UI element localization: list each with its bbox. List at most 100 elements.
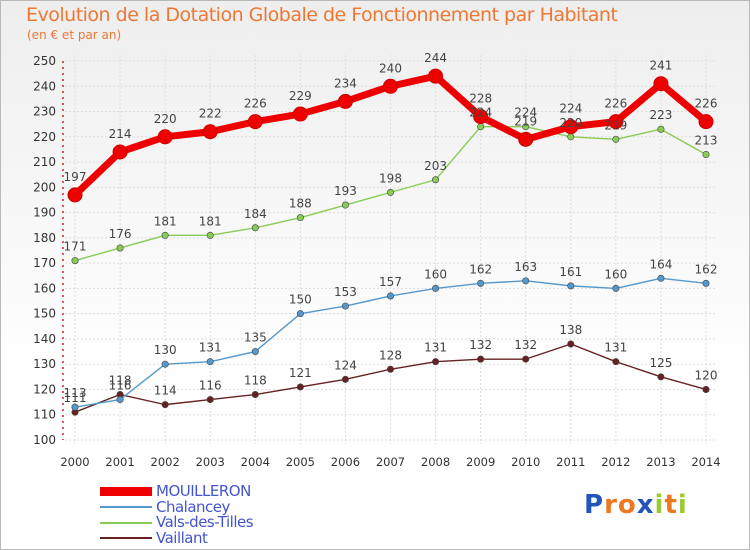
series-vals-des-tilles bbox=[71, 123, 710, 265]
data-label: 198 bbox=[379, 171, 402, 185]
y-tick-label: 180 bbox=[33, 231, 56, 245]
data-point bbox=[67, 187, 83, 203]
legend-item: Chalancey bbox=[100, 499, 253, 516]
data-label: 240 bbox=[379, 61, 402, 75]
y-tick-label: 150 bbox=[33, 307, 56, 321]
data-point bbox=[702, 385, 710, 393]
y-tick-label: 210 bbox=[33, 155, 56, 169]
data-label: 116 bbox=[199, 379, 222, 393]
data-label: 121 bbox=[289, 366, 312, 380]
data-point bbox=[612, 135, 620, 143]
y-tick-label: 100 bbox=[33, 433, 56, 447]
data-label: 161 bbox=[559, 265, 582, 279]
x-tick-label: 2011 bbox=[556, 455, 585, 469]
data-label: 226 bbox=[244, 97, 267, 111]
legend-label: MOUILLERON bbox=[156, 482, 251, 500]
data-point bbox=[522, 277, 530, 285]
y-tick-label: 230 bbox=[33, 105, 56, 119]
data-point bbox=[432, 176, 440, 184]
data-label: 116 bbox=[109, 379, 132, 393]
data-point bbox=[292, 106, 308, 122]
data-label: 234 bbox=[334, 76, 357, 90]
data-point bbox=[247, 114, 263, 130]
data-label: 244 bbox=[424, 51, 447, 65]
data-label: 128 bbox=[379, 348, 402, 362]
legend-label: Vaillant bbox=[156, 528, 208, 547]
data-label: 171 bbox=[64, 240, 87, 254]
chart-title: Evolution de la Dotation Globale de Fonc… bbox=[26, 4, 618, 26]
data-label: 160 bbox=[604, 267, 627, 281]
data-label: 223 bbox=[649, 108, 672, 122]
data-label: 131 bbox=[424, 341, 447, 355]
legend-swatch bbox=[100, 521, 152, 524]
data-point bbox=[206, 358, 214, 366]
data-point bbox=[612, 358, 620, 366]
data-point bbox=[337, 93, 353, 109]
data-label: 138 bbox=[559, 323, 582, 337]
x-tick-label: 2014 bbox=[691, 455, 720, 469]
logo-letter: i bbox=[654, 490, 665, 520]
data-point bbox=[206, 396, 214, 404]
data-label: 222 bbox=[199, 107, 222, 121]
data-point bbox=[608, 114, 624, 130]
data-point bbox=[386, 365, 394, 373]
logo-letter: t bbox=[664, 490, 678, 520]
chart-subtitle: (en € et par an) bbox=[27, 28, 122, 42]
x-tick-label: 2007 bbox=[376, 455, 405, 469]
data-point bbox=[383, 78, 398, 94]
data-point bbox=[657, 373, 665, 381]
data-label: 120 bbox=[695, 368, 718, 382]
data-point bbox=[698, 114, 714, 130]
data-point bbox=[386, 292, 394, 300]
x-tick-label: 2009 bbox=[466, 455, 495, 469]
x-tick-label: 2010 bbox=[511, 455, 540, 469]
data-label: 162 bbox=[469, 262, 492, 276]
data-point bbox=[657, 125, 665, 133]
data-point bbox=[206, 231, 214, 239]
data-point bbox=[202, 124, 218, 140]
data-label: 135 bbox=[244, 331, 267, 345]
data-label: 224 bbox=[514, 106, 537, 120]
data-point bbox=[296, 383, 304, 391]
y-tick-label: 190 bbox=[33, 206, 56, 220]
series-vaillant bbox=[71, 340, 710, 416]
logo-letter: x bbox=[636, 490, 655, 520]
x-tick-label: 2006 bbox=[331, 455, 360, 469]
data-label: 153 bbox=[334, 285, 357, 299]
data-point bbox=[341, 201, 349, 209]
data-point bbox=[522, 123, 530, 131]
data-point bbox=[296, 310, 304, 318]
data-label: 163 bbox=[514, 260, 537, 274]
data-label: 164 bbox=[649, 257, 672, 271]
data-point bbox=[428, 68, 444, 84]
data-label: 226 bbox=[604, 97, 627, 111]
data-point bbox=[251, 224, 259, 232]
data-label: 118 bbox=[244, 374, 267, 388]
y-tick-label: 160 bbox=[33, 281, 56, 295]
data-point bbox=[653, 76, 669, 92]
data-point bbox=[157, 129, 173, 145]
data-point bbox=[296, 214, 304, 222]
data-point bbox=[116, 244, 124, 252]
data-label: 193 bbox=[334, 184, 357, 198]
data-point bbox=[567, 133, 575, 141]
logo-letter: i bbox=[677, 490, 688, 520]
data-label: 214 bbox=[109, 127, 132, 141]
data-point bbox=[477, 355, 485, 363]
data-label: 213 bbox=[695, 133, 718, 147]
data-point bbox=[563, 119, 579, 135]
logo-letter: r bbox=[604, 490, 618, 520]
data-point bbox=[71, 403, 79, 411]
data-point bbox=[341, 302, 349, 310]
data-label: 229 bbox=[289, 89, 312, 103]
data-label: 219 bbox=[514, 114, 537, 128]
data-label: 197 bbox=[64, 170, 87, 184]
data-label: 241 bbox=[649, 59, 672, 73]
y-tick-label: 130 bbox=[33, 357, 56, 371]
y-tick-label: 140 bbox=[33, 332, 56, 346]
data-label: 131 bbox=[604, 341, 627, 355]
data-label: 132 bbox=[514, 338, 537, 352]
x-tick-label: 2005 bbox=[286, 455, 315, 469]
series-chalancey bbox=[71, 274, 710, 411]
